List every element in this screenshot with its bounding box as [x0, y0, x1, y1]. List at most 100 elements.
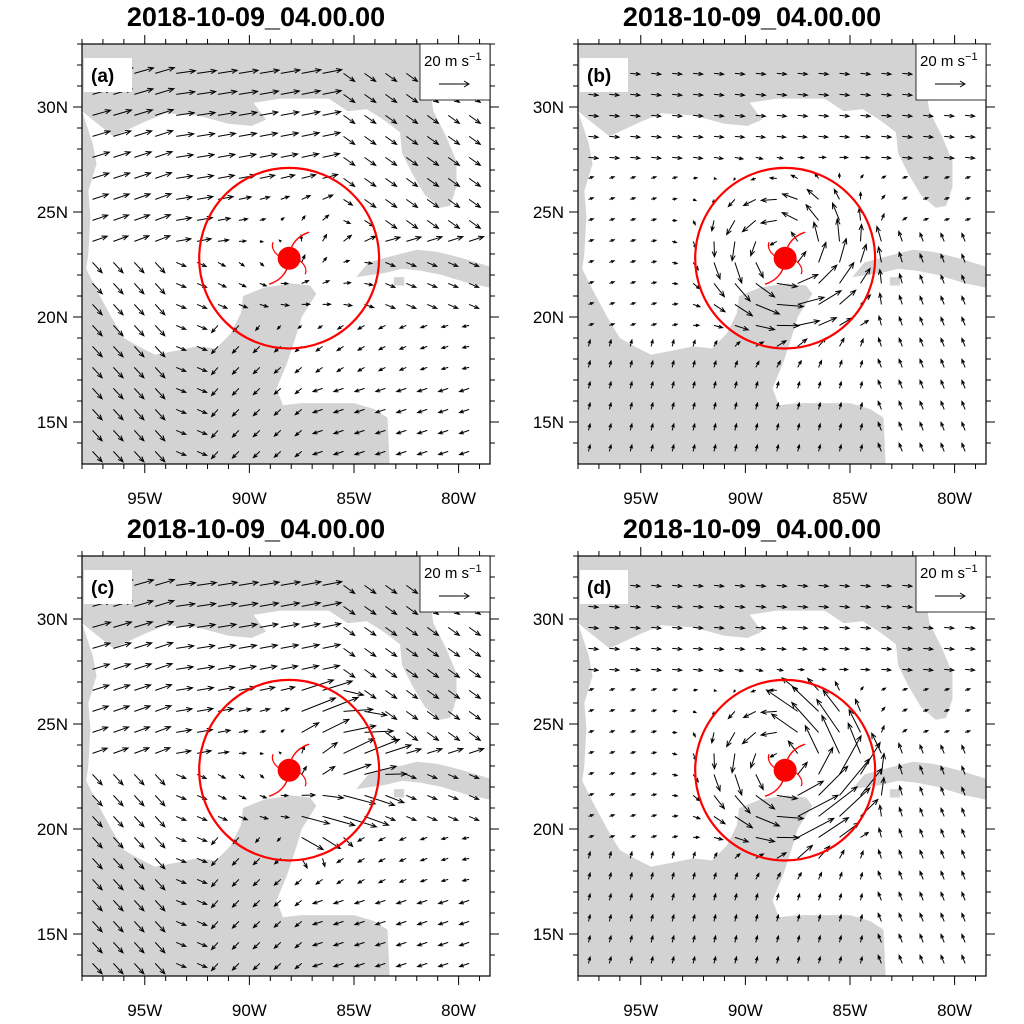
wind-vector: [608, 359, 612, 368]
wind-vector: [238, 261, 246, 267]
wind-vector: [426, 219, 440, 230]
wind-vector: [734, 625, 746, 630]
wind-vector: [923, 176, 930, 180]
wind-vector: [651, 604, 663, 609]
wind-vector: [940, 358, 945, 368]
wind-vector: [133, 879, 145, 891]
wind-vector: [672, 688, 679, 692]
wind-vector: [92, 684, 111, 691]
wind-vector: [398, 366, 407, 371]
wind-vector: [860, 319, 870, 326]
wind-vector: [919, 807, 924, 817]
wind-vector: [858, 191, 863, 200]
wind-vector: [197, 194, 215, 201]
wind-vector: [364, 198, 377, 209]
wind-vector: [898, 442, 903, 452]
wind-vector: [790, 701, 819, 733]
wind-vector: [629, 850, 633, 859]
wind-vector: [238, 707, 253, 713]
wind-vector: [113, 726, 130, 733]
wind-vector: [113, 705, 131, 712]
wind-vector: [343, 72, 356, 83]
wind-vector: [217, 728, 232, 734]
wind-vector: [875, 225, 882, 242]
wind-vector: [176, 941, 188, 947]
wind-vector: [923, 646, 935, 651]
north-america-land: [82, 44, 390, 464]
wind-vector: [364, 668, 377, 679]
wind-vector: [898, 251, 903, 263]
wind-vector: [755, 262, 764, 279]
wind-vector: [713, 134, 725, 139]
wind-vector: [902, 688, 909, 692]
wind-vector: [398, 345, 407, 350]
wind-vector: [440, 324, 449, 329]
wind-vector: [197, 152, 216, 159]
wind-vector: [750, 753, 757, 769]
wind-vector: [176, 962, 188, 968]
wind-vector: [608, 871, 612, 880]
wind-vector: [176, 622, 196, 629]
wind-vector: [839, 261, 855, 284]
wind-vector: [155, 171, 173, 179]
wind-vector: [92, 388, 104, 400]
wind-vector: [755, 113, 767, 118]
wind-vector: [468, 626, 482, 637]
wind-vector: [750, 241, 757, 257]
hurricane-icon: [268, 231, 310, 285]
wind-vector: [385, 731, 398, 742]
x-tick-label: 90W: [232, 489, 267, 508]
ticks: [73, 547, 499, 985]
hurricane-arm-lower: [268, 267, 288, 285]
wind-vector: [734, 583, 746, 588]
wind-vector: [343, 647, 356, 658]
wind-vector: [176, 664, 195, 671]
wind-vector: [651, 197, 658, 201]
wind-vector: [805, 203, 819, 221]
wind-vector: [176, 152, 195, 159]
wind-vector: [754, 422, 759, 431]
wind-vector: [961, 232, 966, 242]
wind-vector: [859, 422, 864, 431]
wind-vector: [755, 774, 764, 791]
wind-vector: [797, 338, 808, 347]
wind-vector: [609, 751, 616, 755]
wind-vector: [755, 646, 767, 651]
wind-vector: [398, 324, 407, 329]
wind-vector: [651, 155, 663, 160]
wind-vector: [672, 281, 679, 286]
wind-vector: [818, 289, 843, 305]
wind-vector: [651, 71, 663, 76]
wind-vector: [713, 262, 721, 281]
wind-vector: [113, 684, 132, 691]
wind-vector: [651, 751, 658, 755]
wind-vector: [710, 732, 715, 745]
wind-vector: [898, 763, 903, 775]
wind-vector: [385, 236, 402, 242]
wind-vector: [252, 346, 261, 354]
wind-vector: [419, 878, 428, 883]
wind-vector: [940, 400, 945, 410]
x-tick-label: 80W: [937, 1001, 972, 1020]
wind-vector: [254, 325, 261, 332]
wind-vector: [468, 689, 482, 700]
wind-vector: [651, 625, 663, 630]
wind-vector: [713, 380, 717, 389]
wind-vector: [692, 443, 696, 452]
wind-vector: [155, 599, 176, 607]
wind-vector: [713, 955, 717, 964]
wind-vector: [92, 858, 104, 870]
wind-vector: [374, 962, 386, 968]
wind-vector: [301, 302, 312, 307]
wind-vector: [92, 663, 111, 670]
wind-vector: [406, 156, 419, 167]
wind-vector: [713, 795, 726, 810]
wind-vector: [672, 583, 684, 588]
y-tick-label: 30N: [533, 98, 564, 117]
wind-vector: [461, 324, 470, 328]
wind-vector: [806, 188, 819, 200]
wind-vector: [196, 878, 208, 884]
wind-vector: [692, 198, 698, 202]
wind-vector: [672, 752, 678, 756]
wind-vector: [754, 401, 759, 410]
